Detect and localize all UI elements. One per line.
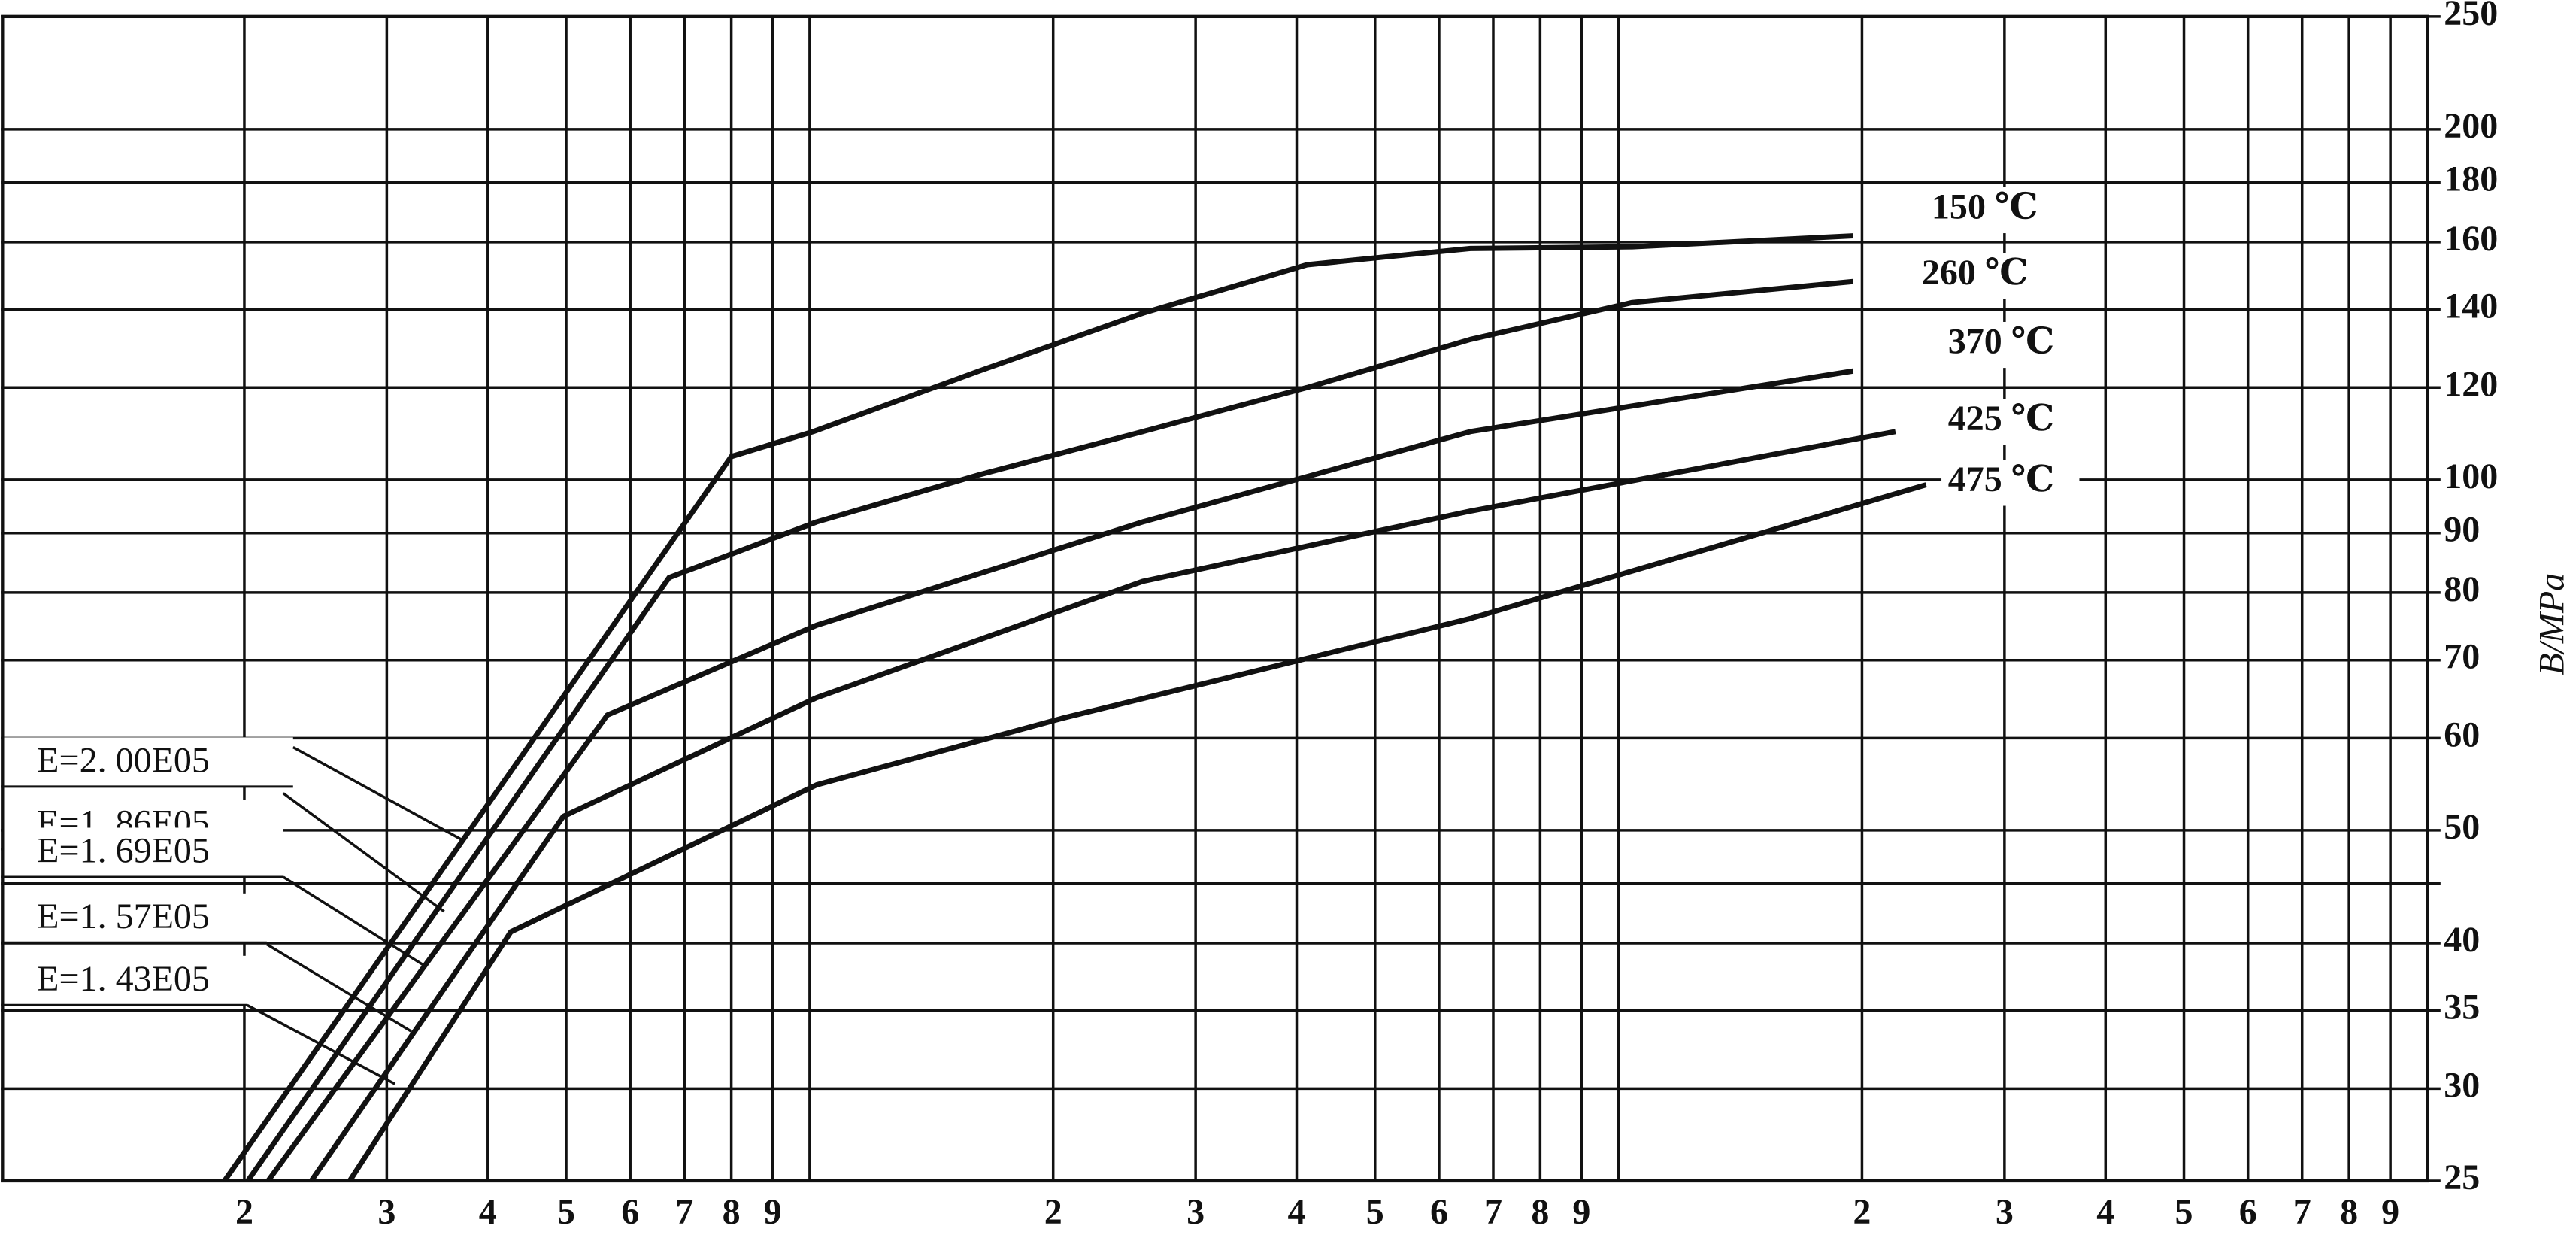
annotation: E=1. 69E05	[37, 830, 210, 870]
x-tick-label: 9	[764, 1192, 782, 1232]
series-label-bg	[1915, 253, 2053, 299]
series-label: 475 ℃	[1948, 460, 2055, 499]
line-series	[245, 278, 1853, 1182]
y-tick-label: 90	[2444, 510, 2480, 550]
x-tick-label: 7	[675, 1192, 693, 1232]
annotation: E=2. 00E05	[37, 740, 210, 780]
x-tick-label: 7	[1484, 1192, 1502, 1232]
x-tick-label: 9	[2381, 1192, 2399, 1232]
y-tick-label: 40	[2444, 920, 2480, 960]
y-tick-label: 200	[2444, 106, 2498, 146]
annotation-bg	[4, 827, 283, 877]
y-tick-label: 120	[2444, 364, 2498, 404]
x-tick-label: 5	[1366, 1192, 1384, 1232]
y-tick-label: 80	[2444, 569, 2480, 609]
line-series	[309, 429, 1896, 1182]
y-tick-label: 50	[2444, 807, 2480, 847]
y-tick-label: 70	[2444, 637, 2480, 677]
x-tick-label: 8	[2340, 1192, 2358, 1232]
annotation-leader	[292, 745, 465, 842]
y-tick-label: 30	[2444, 1065, 2480, 1105]
line-series	[347, 482, 1927, 1182]
x-tick-label: 6	[2239, 1192, 2257, 1232]
x-tick-label: 5	[557, 1192, 575, 1232]
series-label-bg	[1941, 321, 2080, 369]
x-tick-label: 7	[2293, 1192, 2311, 1232]
x-tick-label: 3	[377, 1192, 395, 1232]
x-tick-label: 3	[1996, 1192, 2014, 1232]
annotation-bg	[4, 893, 267, 943]
y-tick-label: 25	[2444, 1158, 2480, 1197]
x-tick-label: 3	[1186, 1192, 1205, 1232]
x-tick-label: 4	[479, 1192, 497, 1232]
annotation-bg	[4, 737, 293, 787]
series-label: 370 ℃	[1948, 322, 2055, 362]
series-label-bg	[1941, 399, 2080, 445]
series-label-bg	[1925, 187, 2063, 234]
y-tick-label: 140	[2444, 287, 2498, 326]
y-axis-label: B/MPa	[2532, 573, 2572, 675]
series-label: 150 ℃	[1932, 187, 2038, 227]
series-label: 425 ℃	[1948, 399, 2055, 438]
x-tick-label: 2	[235, 1192, 253, 1232]
annotation-bg	[4, 955, 247, 1006]
annotation-leader	[265, 943, 412, 1033]
series-label: 260 ℃	[1922, 253, 2029, 293]
x-tick-label: 8	[723, 1192, 741, 1232]
y-tick-label: 100	[2444, 457, 2498, 496]
x-tick-label: 4	[1288, 1192, 1306, 1232]
annotation-leader	[282, 875, 426, 967]
y-tick-label: 35	[2444, 988, 2480, 1027]
x-tick-label: 2	[1853, 1192, 1871, 1232]
y-tick-label: 180	[2444, 159, 2498, 199]
line-series	[265, 368, 1854, 1183]
annotation: E=1. 57E05	[37, 897, 210, 936]
y-tick-label: 60	[2444, 715, 2480, 754]
series-label-bg	[1941, 460, 2080, 506]
x-tick-label: 6	[621, 1192, 639, 1232]
y-tick-label: 250	[2444, 0, 2498, 33]
x-tick-label: 5	[2175, 1192, 2193, 1232]
y-tick-label: 160	[2444, 219, 2498, 259]
line-series	[222, 233, 1853, 1182]
x-tick-label: 6	[1430, 1192, 1448, 1232]
annotation-leader	[282, 792, 445, 913]
x-tick-label: 2	[1044, 1192, 1062, 1232]
annotation: E=1. 43E05	[37, 959, 210, 999]
x-tick-label: 8	[1531, 1192, 1549, 1232]
x-tick-label: 9	[1572, 1192, 1590, 1232]
x-tick-label: 4	[2096, 1192, 2114, 1232]
annotation-leader	[246, 1003, 395, 1085]
